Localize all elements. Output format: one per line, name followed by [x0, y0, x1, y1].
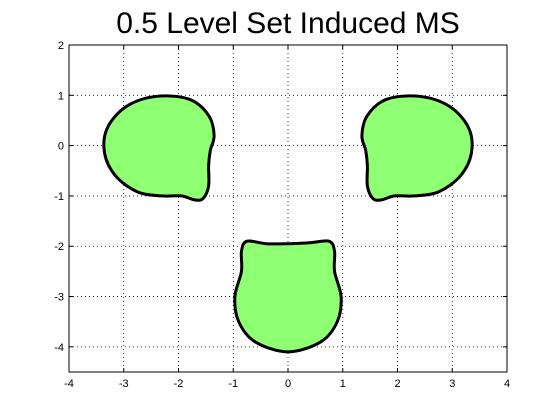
y-tick-label: -1 — [54, 191, 64, 203]
x-tick-label: 2 — [394, 378, 400, 390]
x-tick-label: -3 — [119, 378, 129, 390]
x-tick-label: 0 — [285, 378, 291, 390]
x-tick-label: 1 — [340, 378, 346, 390]
axis-ticks: -4 -3 -2 -1 0 1 2 3 4 -4 -3 -2 -1 0 1 2 — [54, 40, 510, 390]
y-tick-label: 1 — [58, 90, 64, 102]
level-set-region — [360, 94, 474, 202]
x-tick-label: -1 — [228, 378, 238, 390]
x-tick-label: -2 — [174, 378, 184, 390]
level-set-region — [102, 94, 216, 202]
y-tick-label: 0 — [58, 141, 64, 153]
y-tick-label: 2 — [58, 40, 64, 52]
y-tick-label: -4 — [54, 342, 64, 354]
x-tick-label: 3 — [449, 378, 455, 390]
chart-title: 0.5 Level Set Induced MS — [116, 7, 460, 40]
y-tick-label: -3 — [54, 292, 64, 304]
level-set-region — [233, 239, 343, 354]
x-tick-label: 4 — [504, 378, 510, 390]
x-tick-label: -4 — [64, 378, 74, 390]
level-set-regions — [102, 94, 474, 354]
y-tick-label: -2 — [54, 241, 64, 253]
